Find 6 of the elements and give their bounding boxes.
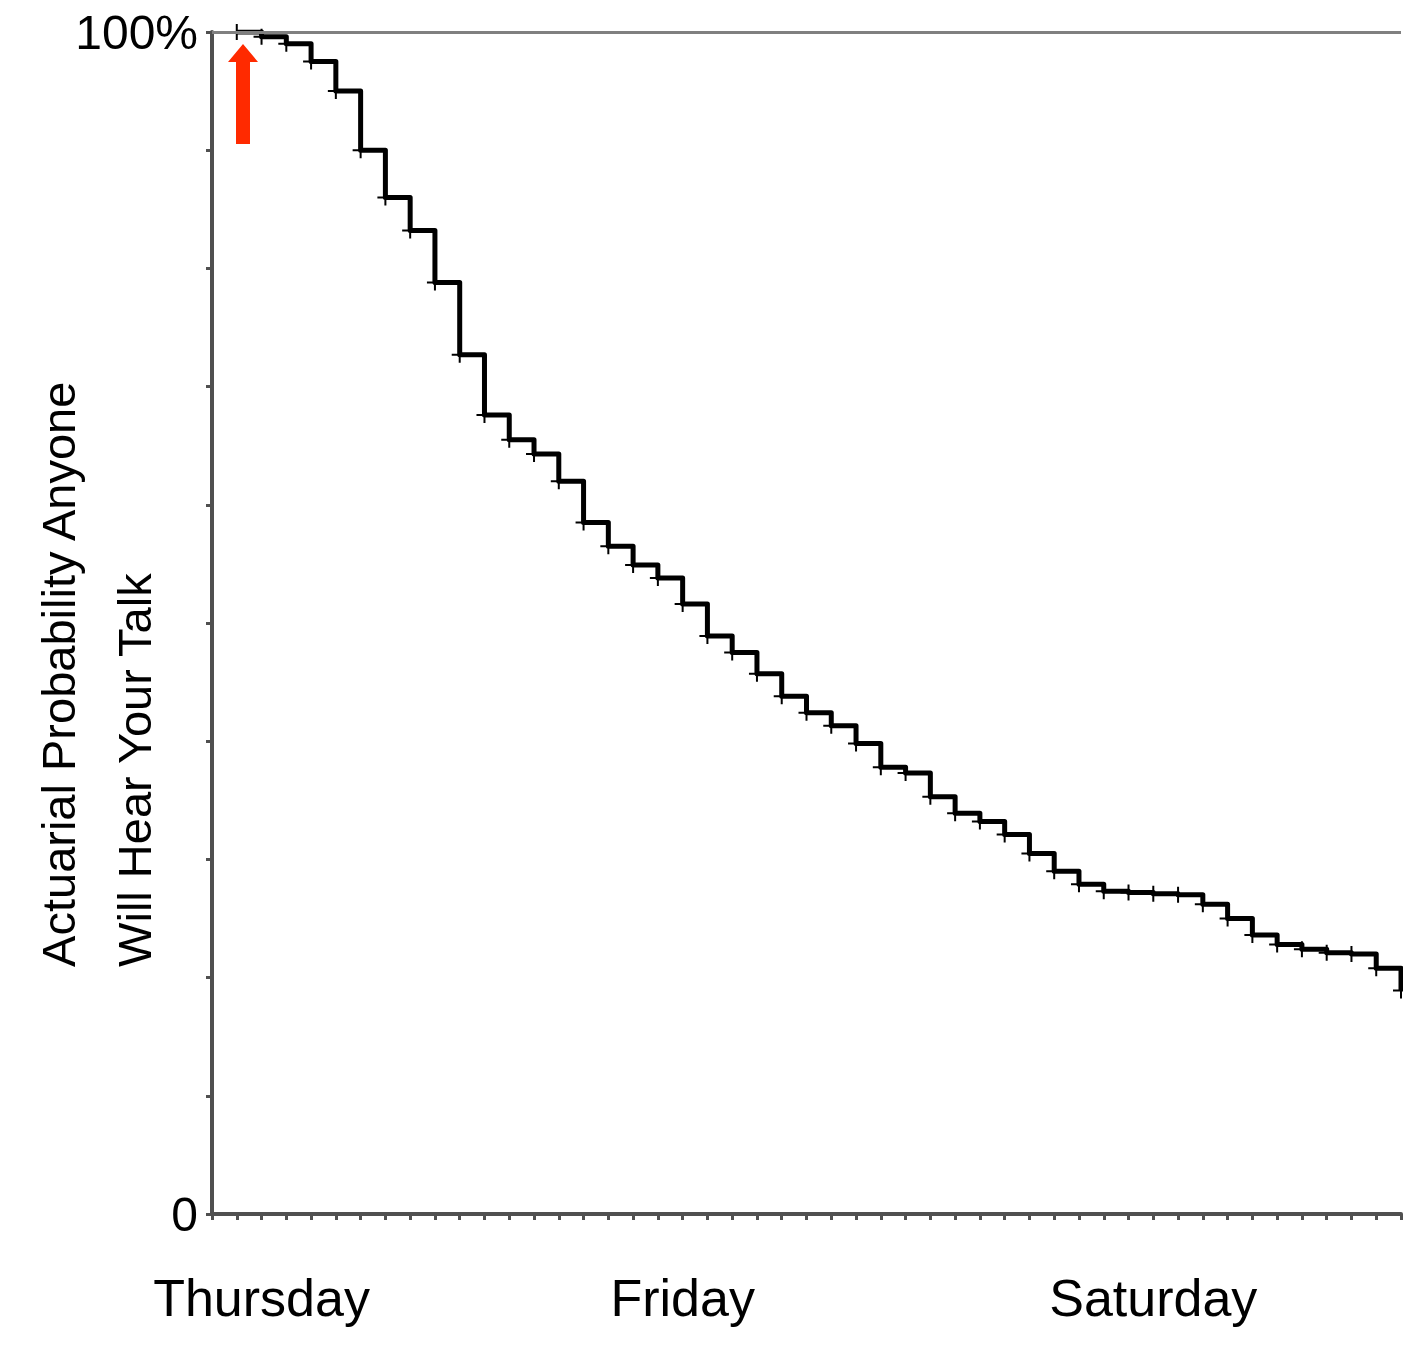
x-tick-label: Friday [610, 1269, 755, 1327]
x-tick-label: Saturday [1049, 1269, 1258, 1327]
y-tick-label: 100% [75, 5, 198, 59]
x-tick-label: Thursday [153, 1269, 370, 1327]
y-tick-label: 0 [171, 1187, 198, 1241]
y-axis-title: Actuarial Probability Anyone Will Hear Your Talk [31, 381, 161, 967]
